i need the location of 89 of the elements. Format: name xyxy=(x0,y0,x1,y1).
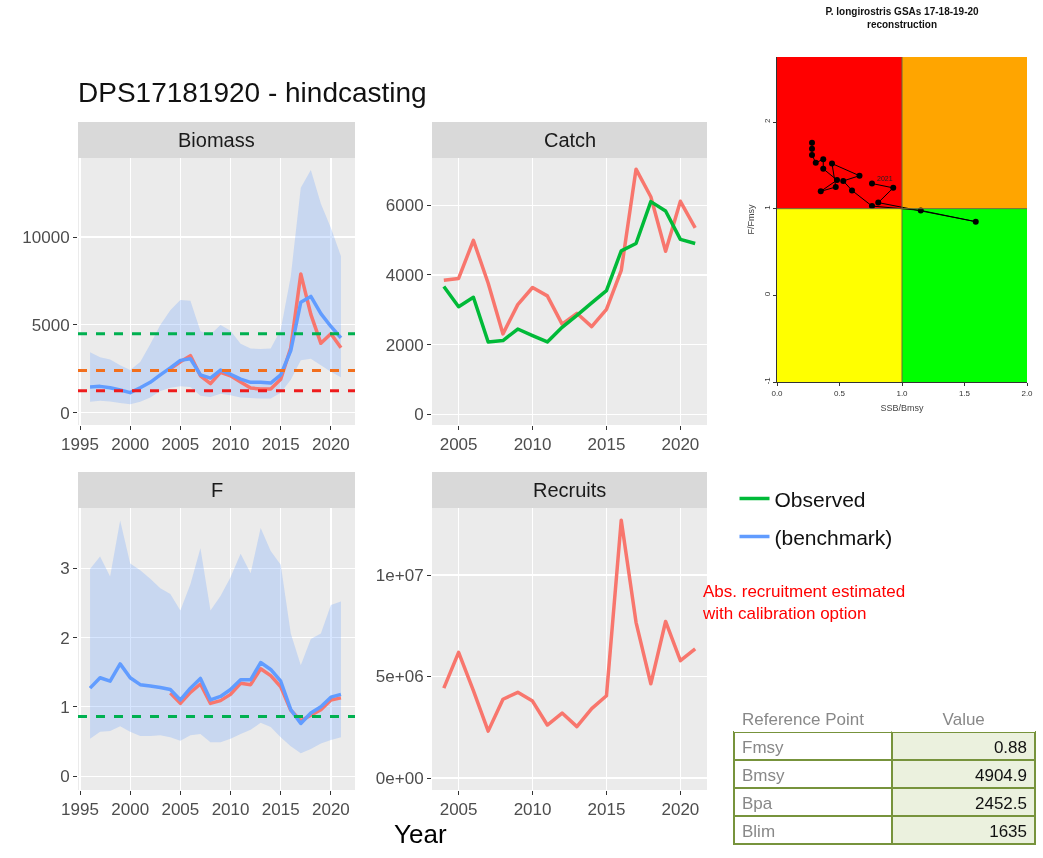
chart-subtitle: reconstruction xyxy=(866,19,938,31)
x-tick-label: 2010 xyxy=(211,800,250,820)
line-series xyxy=(442,167,697,336)
x-tick-label: 2015 xyxy=(587,435,626,455)
x-tick-label: 2020 xyxy=(312,800,350,820)
y-tick-label: -1 xyxy=(762,376,772,385)
y-tick-label: 5000 xyxy=(31,315,70,335)
point xyxy=(840,177,847,184)
x-tick-label: 2005 xyxy=(161,435,200,455)
x-tick-label: 1.0 xyxy=(896,388,909,398)
point xyxy=(890,184,897,191)
chart-title: DPS17181920 - hindcasting xyxy=(78,76,427,108)
y-tick-label: 4000 xyxy=(385,265,424,285)
x-tick-label: 2005 xyxy=(161,800,200,820)
y-tick-label: 5e+06 xyxy=(375,667,424,687)
x-tick-label: 2020 xyxy=(661,800,700,820)
point xyxy=(834,177,840,184)
x-tick-label: 0.5 xyxy=(833,388,846,398)
y-tick-label: 0 xyxy=(762,291,772,297)
x-tick-label: 2015 xyxy=(587,800,626,820)
y-tick-label: 0 xyxy=(414,405,424,425)
x-tick-label: 1995 xyxy=(61,435,99,455)
x-tick-label: 2010 xyxy=(513,435,552,455)
text: Value xyxy=(942,709,985,729)
data-label: 4904.9 xyxy=(975,765,1027,785)
x-axis-title: SSB/Bmsy xyxy=(880,403,924,414)
chart-title: P. longirostris GSAs 17-18-19-20 xyxy=(825,6,980,18)
x-axis-title: Year xyxy=(394,819,447,849)
category-label: Bmsy xyxy=(742,765,785,785)
x-tick-label: 0.0 xyxy=(771,388,784,398)
chart-title: Recruits xyxy=(533,479,607,501)
data-label: 1635 xyxy=(989,821,1027,841)
y-axis-title: F/Fmsy xyxy=(746,204,757,235)
line-series xyxy=(442,518,697,733)
category-label: Blim xyxy=(742,821,776,841)
data-label: 0.88 xyxy=(993,737,1027,757)
point xyxy=(849,187,855,194)
y-tick-label: 3 xyxy=(60,559,70,579)
y-tick-label: 1 xyxy=(762,204,772,210)
y-tick-label: 10000 xyxy=(22,228,70,247)
chart-title: Catch xyxy=(544,129,597,151)
point xyxy=(856,172,863,179)
y-tick-label: 1 xyxy=(60,697,70,717)
point xyxy=(820,165,827,172)
y-tick-label: 2 xyxy=(60,628,70,648)
line-series xyxy=(442,199,697,344)
line-series xyxy=(88,660,343,726)
legend-label: Observed xyxy=(774,487,866,511)
text: Reference Point xyxy=(742,709,865,729)
y-tick-label: 2000 xyxy=(385,335,424,355)
x-tick-label: 2015 xyxy=(261,435,300,455)
point xyxy=(809,145,815,152)
y-tick-label: 0e+00 xyxy=(375,768,424,788)
chart-title: F xyxy=(211,479,224,501)
point xyxy=(809,139,815,146)
point xyxy=(817,188,824,195)
chart-subtitle: Biomass xyxy=(178,129,255,151)
y-tick-label: 1e+07 xyxy=(375,565,424,585)
x-tick-label: 1.5 xyxy=(958,388,971,398)
point xyxy=(809,151,815,158)
category-label: Fmsy xyxy=(742,737,785,757)
point xyxy=(972,218,979,225)
y-tick-label: 0 xyxy=(60,767,70,787)
x-tick-label: 2000 xyxy=(111,800,150,820)
point xyxy=(829,160,835,167)
point xyxy=(869,180,875,187)
point xyxy=(875,199,882,206)
x-tick-label: 2020 xyxy=(312,435,350,455)
category-label: Bpa xyxy=(742,793,773,813)
y-tick-label: 2 xyxy=(762,118,772,124)
x-tick-label: 2010 xyxy=(513,800,552,820)
y-tick-label: 6000 xyxy=(385,196,424,216)
x-tick-label: 2010 xyxy=(211,435,250,455)
x-tick-label: 2.0 xyxy=(1021,388,1034,398)
point xyxy=(820,156,827,163)
x-tick-label: 2005 xyxy=(439,435,478,455)
x-tick-label: 1995 xyxy=(61,800,99,820)
point xyxy=(869,203,875,210)
point xyxy=(832,184,839,190)
line-series xyxy=(88,294,343,395)
x-tick-label: 2020 xyxy=(661,435,700,455)
annotation: Abs. recruitment estimated with calibration option xyxy=(702,582,906,624)
y-tick-label: 0 xyxy=(60,403,70,423)
x-tick-label: 2005 xyxy=(439,800,478,820)
x-tick-label: 2015 xyxy=(261,800,300,820)
x-tick-label: 2000 xyxy=(111,435,150,455)
legend-label: (benchmark) xyxy=(774,525,893,549)
data-label: 2452.5 xyxy=(975,793,1027,813)
point xyxy=(812,159,819,166)
